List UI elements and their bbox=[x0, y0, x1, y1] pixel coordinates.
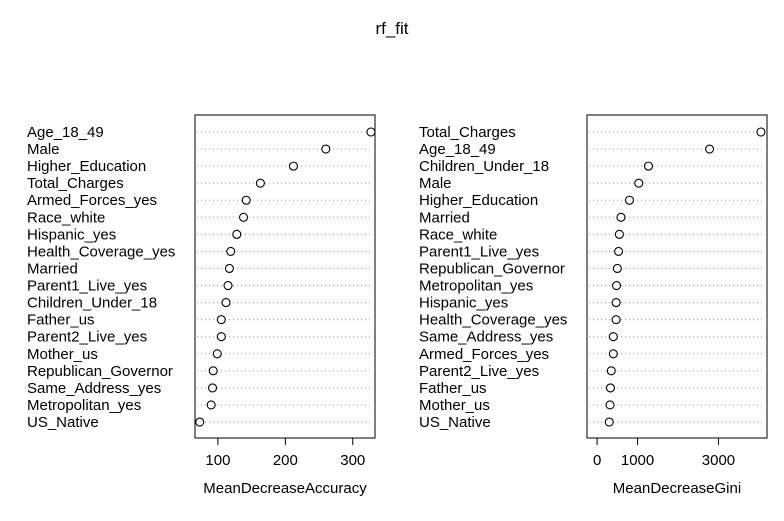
data-point bbox=[608, 349, 618, 359]
data-point bbox=[221, 298, 231, 308]
data-point bbox=[608, 332, 618, 342]
category-label: US_Native bbox=[419, 414, 491, 431]
data-point bbox=[206, 400, 216, 410]
category-label: Male bbox=[27, 141, 60, 158]
category-label: Age_18_49 bbox=[419, 141, 496, 158]
category-label: Same_Address_yes bbox=[419, 329, 553, 346]
x-axis-label: MeanDecreaseAccuracy bbox=[203, 480, 367, 497]
category-label: Parent1_Live_yes bbox=[27, 278, 147, 295]
data-point bbox=[614, 229, 624, 239]
data-point bbox=[612, 263, 622, 274]
category-label: Mother_us bbox=[419, 397, 490, 414]
category-label: Mother_us bbox=[27, 346, 98, 363]
category-label: Hispanic_yes bbox=[27, 226, 116, 243]
category-label: Armed_Forces_yes bbox=[419, 346, 549, 363]
data-point bbox=[605, 383, 616, 393]
data-point bbox=[616, 212, 626, 222]
category-label: Metropolitan_yes bbox=[27, 397, 141, 414]
data-point bbox=[604, 417, 614, 427]
x-tick-label: 3000 bbox=[702, 452, 735, 469]
data-point bbox=[223, 280, 233, 291]
category-label: Children_Under_18 bbox=[419, 158, 549, 175]
x-tick-label: 300 bbox=[340, 452, 365, 469]
category-label: Married bbox=[419, 209, 470, 226]
category-label: Race_white bbox=[27, 209, 105, 226]
data-point bbox=[216, 315, 226, 325]
data-point bbox=[238, 212, 249, 222]
data-point bbox=[611, 315, 621, 325]
data-point bbox=[611, 280, 622, 291]
data-point bbox=[756, 127, 766, 137]
data-point bbox=[241, 195, 251, 205]
x-tick-label: 1000 bbox=[621, 452, 654, 469]
category-label: Higher_Education bbox=[419, 192, 538, 209]
category-label: Total_Charges bbox=[27, 175, 124, 192]
category-label: Same_Address_yes bbox=[27, 380, 161, 397]
data-point bbox=[208, 366, 218, 376]
category-label: Parent1_Live_yes bbox=[419, 243, 539, 260]
category-label: Hispanic_yes bbox=[419, 295, 508, 312]
category-label: Parent2_Live_yes bbox=[419, 363, 539, 380]
data-point bbox=[614, 246, 624, 256]
data-point bbox=[634, 178, 644, 188]
panels: Age_18_49MaleHigher_EducationTotal_Charg… bbox=[27, 114, 768, 497]
x-tick-label: 200 bbox=[273, 452, 298, 469]
data-point bbox=[605, 400, 615, 410]
chart-title: rf_fit bbox=[375, 19, 408, 38]
x-tick-label: 0 bbox=[593, 452, 601, 469]
data-point bbox=[643, 161, 654, 171]
x-axis-label: MeanDecreaseGini bbox=[613, 480, 741, 497]
category-label: US_Native bbox=[27, 414, 99, 431]
x-axis: 0 1000 3000 bbox=[593, 437, 735, 469]
x-tick-label: 100 bbox=[205, 452, 230, 469]
category-label: Metropolitan_yes bbox=[419, 278, 533, 295]
category-label: Father_us bbox=[419, 380, 487, 397]
data-point bbox=[216, 332, 226, 342]
panel-accuracy: Age_18_49MaleHigher_EducationTotal_Charg… bbox=[27, 114, 376, 497]
data-point bbox=[321, 144, 331, 154]
category-label: Parent2_Live_yes bbox=[27, 329, 147, 346]
x-axis: 100 200 300 bbox=[205, 437, 365, 469]
category-label: Higher_Education bbox=[27, 158, 146, 175]
panel-gini: Total_ChargesAge_18_49Children_Under_18M… bbox=[419, 114, 768, 497]
data-point bbox=[288, 161, 298, 171]
data-point bbox=[207, 383, 218, 393]
data-point bbox=[255, 178, 265, 188]
data-point bbox=[611, 298, 621, 308]
category-label: Race_white bbox=[419, 226, 497, 243]
category-label: Age_18_49 bbox=[27, 124, 104, 141]
data-point bbox=[366, 127, 376, 137]
category-label: Married bbox=[27, 260, 78, 277]
data-point bbox=[224, 263, 234, 274]
category-label: Children_Under_18 bbox=[27, 295, 157, 312]
category-label: Republican_Governor bbox=[419, 260, 565, 277]
category-label: Health_Coverage_yes bbox=[27, 243, 175, 260]
data-point bbox=[232, 229, 242, 239]
category-label: Total_Charges bbox=[419, 124, 516, 141]
data-point bbox=[705, 144, 715, 154]
plot-frame bbox=[194, 114, 376, 439]
data-point bbox=[624, 195, 635, 205]
category-label: Armed_Forces_yes bbox=[27, 192, 157, 209]
category-label: Republican_Governor bbox=[27, 363, 173, 380]
category-label: Male bbox=[419, 175, 452, 192]
data-point bbox=[606, 366, 616, 376]
category-label: Health_Coverage_yes bbox=[419, 312, 567, 329]
category-label: Father_us bbox=[27, 312, 95, 329]
data-point bbox=[195, 417, 205, 427]
data-point bbox=[226, 246, 236, 256]
data-point bbox=[212, 349, 222, 359]
